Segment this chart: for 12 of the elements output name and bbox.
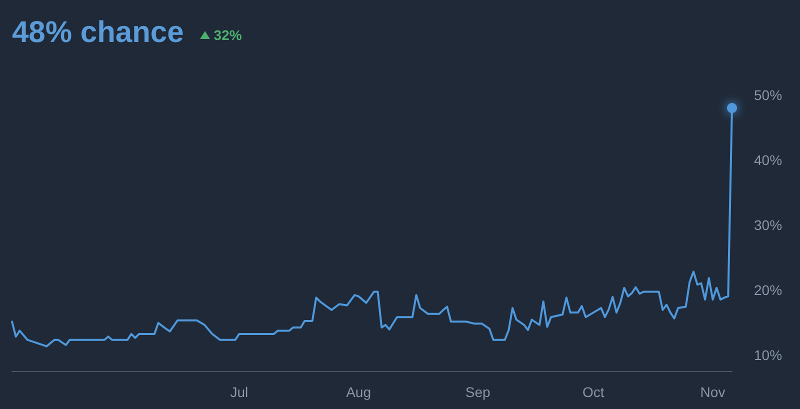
x-tick-label: Oct — [582, 384, 604, 400]
y-tick-label: 30% — [754, 216, 782, 233]
chart-title: 48% chance — [12, 16, 184, 50]
y-tick-label: 20% — [754, 282, 782, 298]
chart-subtitle: 32% — [214, 27, 242, 43]
y-tick-label: 50% — [754, 87, 782, 103]
y-tick-label: 10% — [754, 346, 782, 363]
x-tick-label: Jul — [230, 384, 248, 400]
x-tick-label: Nov — [700, 384, 726, 400]
x-tick-label: Sep — [465, 384, 491, 400]
x-tick-label: Aug — [346, 384, 371, 400]
y-tick-label: 40% — [754, 152, 782, 168]
